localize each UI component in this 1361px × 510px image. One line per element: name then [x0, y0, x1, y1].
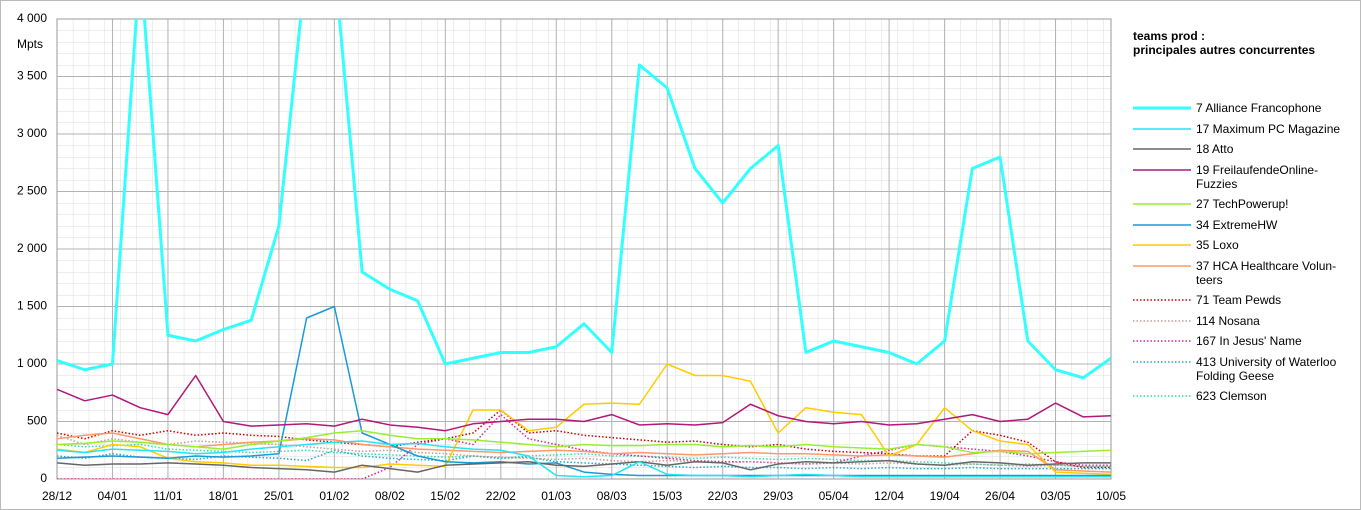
legend-swatch — [1133, 264, 1191, 267]
series-line — [57, 429, 1111, 455]
legend-swatch — [1133, 395, 1191, 397]
y-tick-label: 3 000 — [17, 126, 47, 140]
legend-items: 7 Alliance Francophone 17 Maximum PC Maga… — [1133, 101, 1355, 403]
y-tick-label: 1 500 — [17, 299, 47, 313]
legend-swatch — [1133, 340, 1191, 342]
x-tick-label: 11/01 — [153, 489, 182, 503]
x-tick-label: 01/03 — [541, 489, 571, 503]
legend-label: 18 Atto — [1196, 142, 1234, 156]
legend-title: teams prod : — [1133, 29, 1206, 43]
y-axis-label: Mpts — [17, 37, 43, 51]
x-tick-label: 08/02 — [375, 489, 405, 503]
legend-label: 35 Loxo — [1196, 238, 1239, 252]
series-line — [57, 374, 1111, 432]
legend-label: 37 HCA Healthcare Volun-teers — [1196, 258, 1337, 287]
legend-item: 18 Atto — [1133, 142, 1355, 156]
legend-label: 114 Nosana — [1196, 313, 1260, 328]
legend-item: 114 Nosana — [1133, 314, 1355, 328]
plot-border — [56, 18, 1112, 480]
legend-item: 37 HCA Healthcare Volun-teers — [1133, 259, 1355, 287]
legend-swatch — [1133, 127, 1191, 130]
x-tick-label: 15/03 — [652, 489, 682, 503]
plot: Mpts 0 500 1 000 1 500 2 000 2 500 3 000 3 500 4… — [17, 11, 1126, 503]
x-tick-label: 22/03 — [708, 489, 738, 503]
series-line — [57, 409, 1111, 469]
legend-label: 623 Clemson — [1196, 389, 1267, 403]
legend-item: 19 FreilaufendeOnline-Fuzzies — [1133, 163, 1355, 191]
legend-swatch — [1133, 299, 1191, 301]
x-tick-label: 29/03 — [763, 489, 793, 503]
x-tick-label: 22/02 — [486, 489, 516, 503]
y-tick-label: 1 000 — [17, 356, 47, 370]
x-tick-label: 04/01 — [97, 489, 127, 503]
y-tick-label: 2 000 — [17, 241, 47, 255]
legend-swatch — [1133, 203, 1191, 205]
x-tick-label: 18/01 — [208, 489, 238, 503]
series-line — [57, 440, 1111, 478]
legend-label: 413 University of Waterloo Folding Geese — [1196, 354, 1337, 383]
x-tick-label: 15/02 — [430, 489, 460, 503]
legend-item: 27 TechPowerup! — [1133, 197, 1355, 211]
legend-swatch — [1133, 148, 1191, 150]
x-tick-label: 26/04 — [985, 489, 1015, 503]
legend-label: 27 TechPowerup! — [1196, 197, 1289, 211]
legend-item: 35 Loxo — [1133, 238, 1355, 252]
legend-swatch — [1133, 223, 1191, 226]
series-line — [57, 449, 1111, 470]
x-tick-label: 28/12 — [42, 489, 72, 503]
legend-item: 413 University of Waterloo Folding Geese — [1133, 355, 1355, 383]
legend-label: 7 Alliance Francophone — [1196, 101, 1322, 115]
series-line — [57, 459, 1111, 473]
legend-label: 17 Maximum PC Magazine — [1196, 121, 1341, 136]
series-line — [57, 432, 1111, 473]
x-tick-label: 01/02 — [319, 489, 349, 503]
legend-item: 623 Clemson — [1133, 389, 1355, 403]
x-tick-label: 05/04 — [819, 489, 849, 503]
y-tick-label: 0 — [40, 471, 47, 485]
legend-label: 34 ExtremeHW — [1196, 217, 1278, 232]
legend-swatch — [1133, 360, 1191, 363]
legend: teams prod : principales autres concurre… — [1133, 29, 1355, 410]
x-tick-label: 03/05 — [1041, 489, 1071, 503]
legend-label: 71 Team Pewds — [1196, 293, 1282, 307]
legend-item: 167 In Jesus' Name — [1133, 334, 1355, 348]
y-tick-label: 3 500 — [17, 69, 47, 83]
x-tick-label: 25/01 — [264, 489, 294, 503]
y-tick-label: 500 — [27, 414, 47, 428]
series-line — [57, 363, 1111, 476]
legend-subtitle: principales autres concurrentes — [1133, 43, 1316, 57]
legend-label: 167 In Jesus' Name — [1196, 334, 1302, 348]
x-tick-label: 10/05 — [1096, 489, 1126, 503]
series-line — [57, 19, 1111, 380]
legend-item: 7 Alliance Francophone — [1133, 101, 1355, 115]
legend-swatch — [1133, 244, 1191, 246]
legend-item: 34 ExtremeHW — [1133, 218, 1355, 232]
x-tick-label: 19/04 — [930, 489, 960, 503]
legend-label: 19 FreilaufendeOnline-Fuzzies — [1196, 162, 1319, 191]
series-line — [57, 305, 1111, 477]
y-tick-label: 2 500 — [17, 184, 47, 198]
legend-swatch — [1133, 319, 1191, 322]
legend-swatch — [1133, 168, 1191, 171]
x-tick-label: 12/04 — [874, 489, 904, 503]
legend-item: 71 Team Pewds — [1133, 293, 1355, 307]
y-tick-label: 4 000 — [17, 11, 47, 25]
legend-swatch — [1133, 106, 1191, 110]
x-tick-label: 08/03 — [597, 489, 627, 503]
legend-item: 17 Maximum PC Magazine — [1133, 122, 1355, 136]
